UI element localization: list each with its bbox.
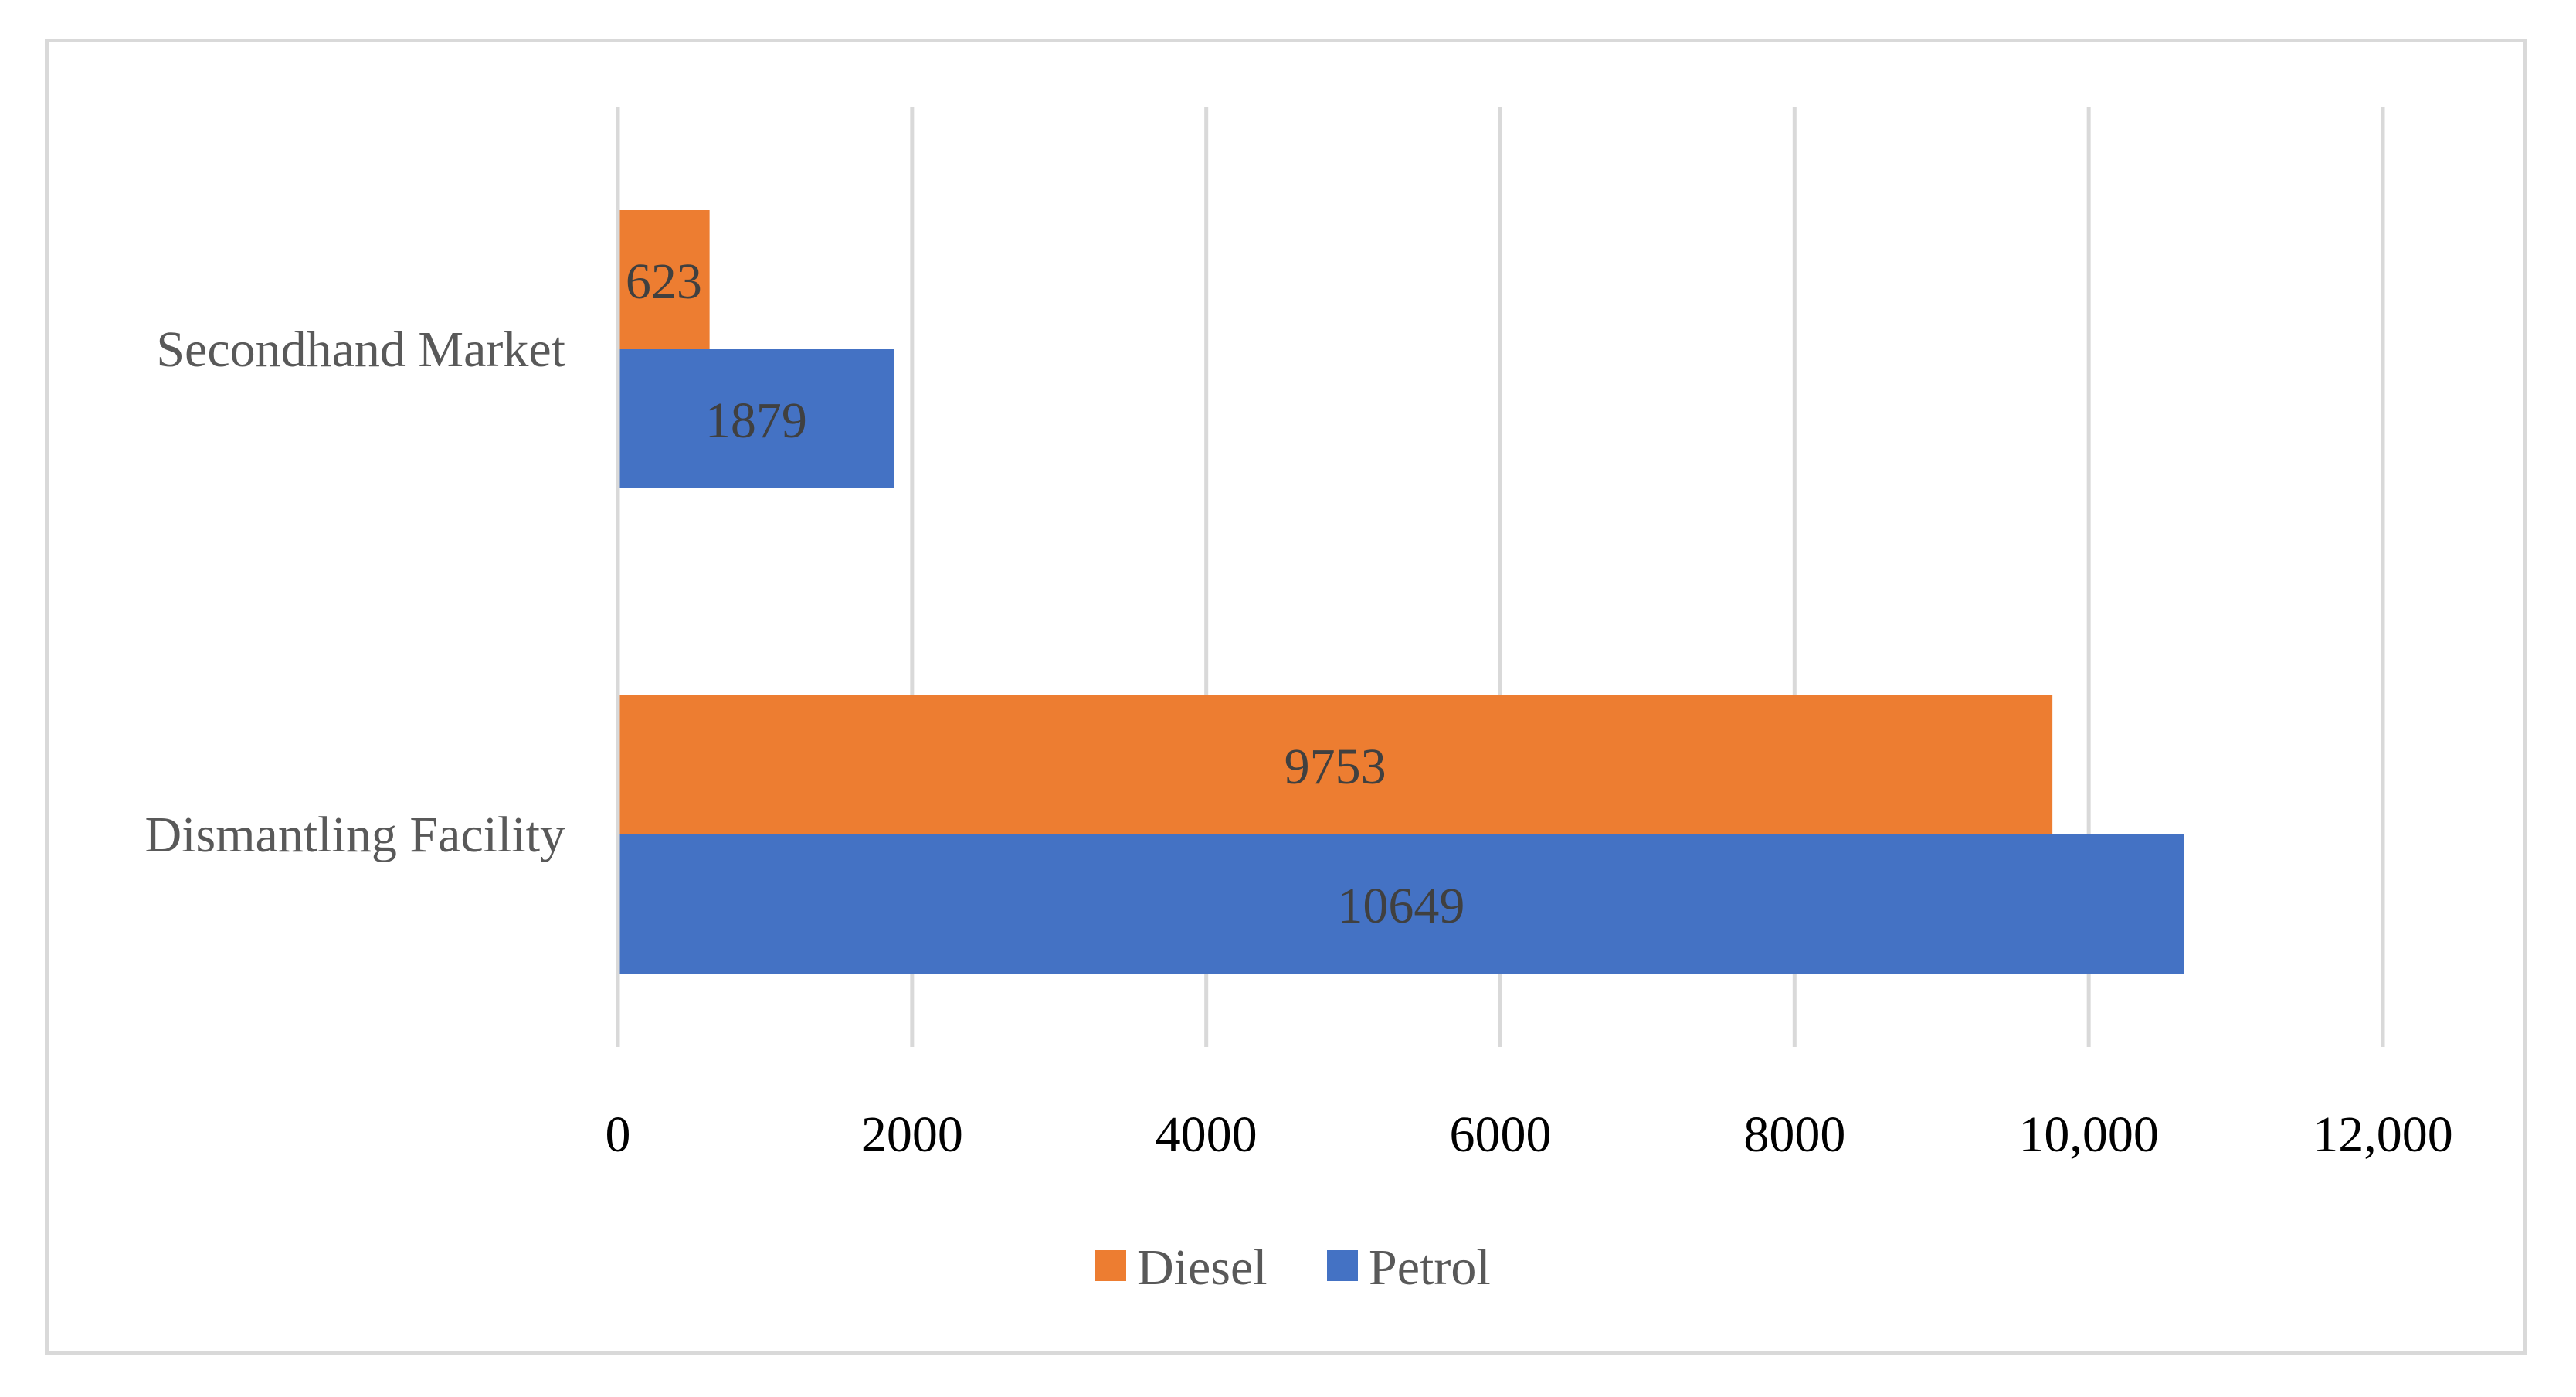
category-label-dismantling-facility: Dismantling Facility bbox=[145, 807, 565, 863]
x-tick-label-2000: 2000 bbox=[861, 1106, 963, 1163]
x-tick-label-10000: 10,000 bbox=[2018, 1106, 2159, 1163]
x-tick-label-12000: 12,000 bbox=[2313, 1106, 2453, 1163]
bar-diesel-secondhand-market[interactable] bbox=[618, 210, 710, 349]
bar-petrol-secondhand-market[interactable] bbox=[618, 349, 894, 488]
x-tick-label-4000: 4000 bbox=[1156, 1106, 1257, 1163]
x-tick-label-0: 0 bbox=[606, 1106, 631, 1163]
legend-swatch-diesel[interactable] bbox=[1095, 1250, 1126, 1281]
data-label-petrol-dismantling-facility: 10649 bbox=[1337, 878, 1464, 934]
data-label-diesel-dismantling-facility: 9753 bbox=[1285, 739, 1386, 795]
legend-swatch-petrol[interactable] bbox=[1327, 1250, 1358, 1281]
data-label-diesel-secondhand-market: 623 bbox=[626, 253, 702, 310]
category-label-secondhand-market: Secondhand Market bbox=[156, 321, 565, 378]
bar-diesel-dismantling-facility[interactable] bbox=[618, 695, 2053, 834]
bar-petrol-dismantling-facility[interactable] bbox=[618, 834, 2184, 974]
data-label-petrol-secondhand-market: 1879 bbox=[705, 393, 807, 449]
legend-label-diesel[interactable]: Diesel bbox=[1137, 1239, 1268, 1296]
x-tick-label-6000: 6000 bbox=[1450, 1106, 1552, 1163]
legend-label-petrol[interactable]: Petrol bbox=[1369, 1239, 1491, 1296]
x-tick-label-8000: 8000 bbox=[1743, 1106, 1845, 1163]
